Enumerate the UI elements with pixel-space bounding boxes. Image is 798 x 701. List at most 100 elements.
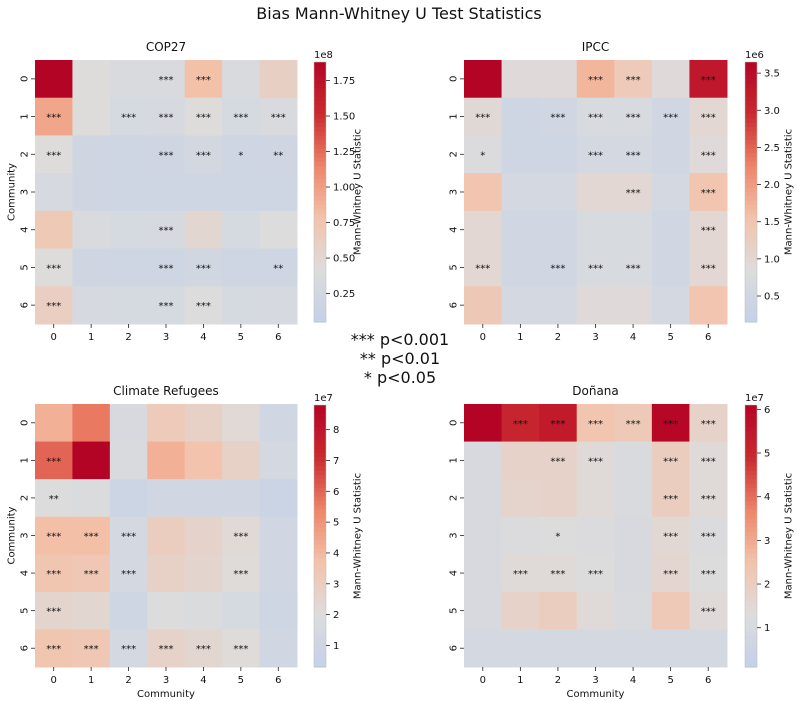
colorbar-segment — [314, 283, 326, 288]
heatmap-cell — [72, 135, 111, 174]
heatmap-cell — [72, 286, 111, 325]
heatmap-cell — [689, 135, 728, 174]
colorbar-segment — [314, 597, 326, 603]
colorbar-segment — [745, 597, 757, 603]
colorbar-segment — [745, 274, 757, 280]
colorbar-segment — [745, 183, 757, 189]
significance-marker: *** — [701, 188, 716, 199]
colorbar-segment — [314, 300, 326, 306]
x-tick-label: 0 — [51, 675, 57, 686]
heatmap-cell — [147, 60, 186, 99]
y-tick-label: 4 — [449, 570, 460, 576]
y-tick-label: 6 — [20, 645, 31, 651]
x-tick-label: 6 — [705, 332, 711, 343]
colorbar-segment — [745, 261, 757, 267]
significance-marker: *** — [475, 263, 490, 274]
colorbar-segment — [745, 192, 757, 197]
heatmap-cell — [689, 173, 728, 212]
heatmap-cell — [614, 286, 653, 325]
heatmap-cell — [576, 248, 615, 287]
colorbar-segment — [314, 291, 326, 297]
colorbar-segment — [314, 501, 326, 507]
colorbar-segment — [745, 544, 757, 550]
x-tick-label: 2 — [125, 332, 131, 343]
colorbar-segment — [314, 658, 326, 664]
panel-1-colorbar-label: Mann-Whitney U Statistic — [784, 129, 795, 255]
colorbar-segment — [314, 514, 326, 520]
significance-marker: * — [238, 150, 243, 161]
heatmap-cell — [109, 554, 148, 593]
heatmap-cell — [72, 629, 111, 668]
colorbar-segment — [314, 161, 326, 167]
panel-2-y-axis-label: Community — [7, 506, 18, 564]
colorbar-segment — [314, 605, 326, 611]
colorbar-segment — [745, 283, 757, 288]
colorbar-segment — [745, 422, 757, 428]
colorbar-segment — [314, 83, 326, 89]
heatmap-cell — [651, 210, 690, 250]
panel-2-colorbar-frame — [313, 404, 327, 668]
heatmap-cell — [72, 516, 111, 555]
heatmap-cell — [184, 554, 223, 593]
heatmap-cell — [464, 60, 503, 99]
colorbar-segment — [745, 179, 757, 184]
colorbar-segment — [314, 540, 326, 546]
heatmap-cell — [464, 135, 503, 174]
colorbar-tick-label: 3.0 — [764, 106, 780, 117]
colorbar-segment — [745, 70, 757, 76]
colorbar-segment — [745, 501, 757, 507]
colorbar-segment — [314, 570, 326, 576]
heatmap-cell — [651, 441, 690, 480]
significance-legend-p05: * p<0.05 — [363, 368, 437, 387]
colorbar-segment — [314, 196, 326, 202]
x-tick-label: 3 — [592, 675, 598, 686]
significance-marker: *** — [626, 419, 641, 430]
significance-legend-p01: ** p<0.01 — [359, 349, 441, 368]
colorbar-segment — [745, 92, 757, 98]
significance-marker: *** — [233, 569, 248, 580]
heatmap-cell — [464, 441, 503, 480]
heatmap-cell — [501, 210, 540, 250]
heatmap-cell — [464, 286, 503, 325]
heatmap-cell — [651, 60, 690, 99]
colorbar-segment — [745, 287, 757, 293]
heatmap-cell — [689, 554, 728, 593]
heatmap-cell — [651, 479, 690, 518]
heatmap-cell — [147, 135, 186, 174]
x-tick-label: 6 — [275, 675, 281, 686]
heatmap-cell — [72, 97, 111, 136]
heatmap-cell — [259, 591, 298, 630]
colorbar-segment — [314, 179, 326, 184]
heatmap-cell — [501, 479, 540, 518]
heatmap-cell — [501, 248, 540, 287]
significance-marker: *** — [626, 75, 641, 86]
heatmap-cell — [35, 441, 73, 480]
heatmap-cell — [222, 173, 261, 212]
x-tick-label: 0 — [480, 332, 486, 343]
significance-marker: *** — [46, 532, 61, 543]
heatmap-cell — [109, 441, 148, 480]
colorbar-segment — [745, 549, 757, 555]
heatmap-cell — [576, 554, 615, 593]
significance-marker: *** — [159, 263, 174, 274]
colorbar-segment — [745, 161, 757, 167]
colorbar-segment — [745, 575, 757, 581]
heatmap-cell — [184, 516, 223, 555]
colorbar-segment — [314, 174, 326, 180]
colorbar-segment — [314, 239, 326, 245]
heatmap-cell — [35, 135, 73, 174]
significance-marker: *** — [701, 263, 716, 274]
heatmap-cell — [689, 404, 728, 443]
colorbar-segment — [745, 448, 757, 454]
colorbar-segment — [314, 127, 326, 132]
colorbar-tick-label: 0.75 — [333, 218, 355, 229]
y-tick-label: 1 — [20, 113, 31, 119]
heatmap-cell — [222, 248, 261, 287]
colorbar-segment — [314, 614, 326, 620]
colorbar-segment — [745, 135, 757, 141]
colorbar-segment — [745, 584, 757, 589]
colorbar-segment — [745, 527, 757, 533]
heatmap-cell — [464, 479, 503, 518]
colorbar-segment — [314, 623, 326, 629]
heatmap-cell — [689, 591, 728, 630]
